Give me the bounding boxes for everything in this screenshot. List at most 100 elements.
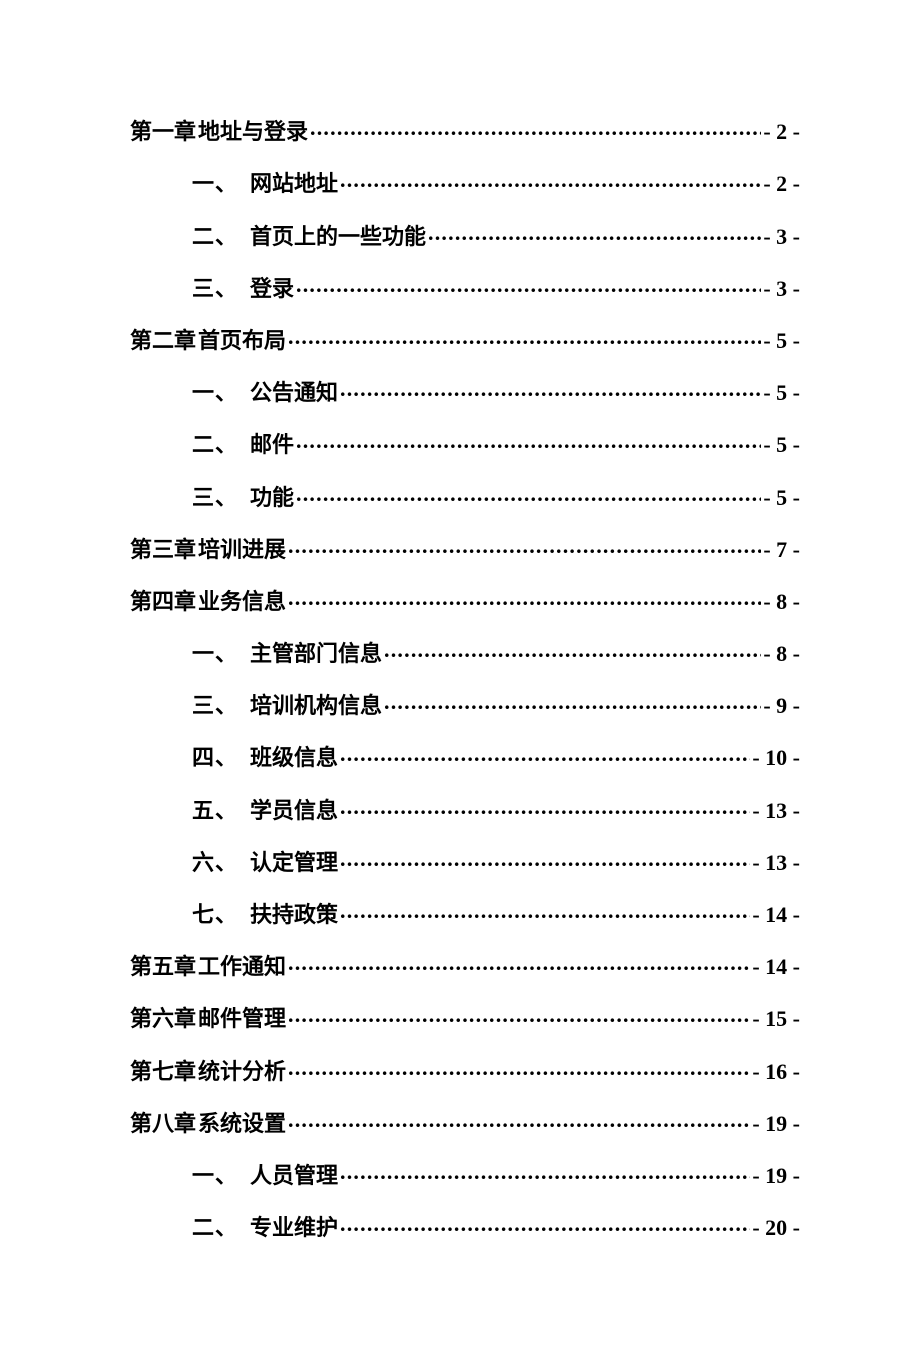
toc-dot-leader bbox=[340, 1211, 750, 1235]
toc-entry-page: - 2 - bbox=[763, 173, 800, 195]
toc-entry-label: 学员信息 bbox=[250, 800, 338, 822]
toc-entry-number: 二、 bbox=[192, 1217, 240, 1239]
toc-entry-page: - 13 - bbox=[752, 800, 800, 822]
toc-dot-leader bbox=[340, 793, 750, 817]
toc-entry-number: 六、 bbox=[192, 852, 240, 874]
toc-entry[interactable]: 五、学员信息 - 13 - bbox=[120, 793, 800, 821]
toc-entry-number: 第五章 bbox=[130, 956, 196, 978]
toc-entry[interactable]: 三、登录 - 3 - bbox=[120, 272, 800, 300]
toc-entry-page: - 20 - bbox=[752, 1217, 800, 1239]
toc-entry[interactable]: 六、认定管理- 13 - bbox=[120, 846, 800, 874]
toc-dot-leader bbox=[288, 1054, 750, 1078]
toc-entry-label: 地址与登录 bbox=[198, 121, 308, 143]
toc-entry[interactable]: 一、公告通知 - 5 - bbox=[120, 376, 800, 404]
toc-entry[interactable]: 二、专业维护 - 20 - bbox=[120, 1211, 800, 1239]
toc-dot-leader bbox=[296, 272, 761, 296]
toc-entry-page: - 19 - bbox=[752, 1113, 800, 1135]
toc-entry-page: - 9 - bbox=[763, 695, 800, 717]
toc-entry-page: - 8 - bbox=[763, 591, 800, 613]
toc-entry-label: 公告通知 bbox=[250, 382, 338, 404]
toc-entry[interactable]: 三、功能- 5 - bbox=[120, 480, 800, 508]
toc-entry-number: 一、 bbox=[192, 173, 240, 195]
toc-dot-leader bbox=[296, 428, 761, 452]
toc-entry-label: 培训机构信息 bbox=[250, 695, 382, 717]
toc-entry-number: 第八章 bbox=[130, 1113, 196, 1135]
table-of-contents: 第一章地址与登录- 2 -一、网站地址- 2 -二、首页上的一些功能- 3 -三… bbox=[120, 115, 800, 1239]
toc-entry-number: 第一章 bbox=[130, 121, 196, 143]
toc-entry-number: 七、 bbox=[192, 904, 240, 926]
toc-entry-label: 工作通知 bbox=[198, 956, 286, 978]
toc-entry-number: 第三章 bbox=[130, 539, 196, 561]
toc-entry[interactable]: 一、人员管理 - 19 - bbox=[120, 1159, 800, 1187]
toc-entry-number: 第二章 bbox=[130, 330, 196, 352]
toc-entry[interactable]: 第三章培训进展 - 7 - bbox=[120, 533, 800, 561]
toc-dot-leader bbox=[288, 324, 761, 348]
toc-entry-page: - 14 - bbox=[752, 904, 800, 926]
toc-dot-leader bbox=[384, 689, 761, 713]
toc-entry[interactable]: 三、培训机构信息 - 9 - bbox=[120, 689, 800, 717]
toc-entry[interactable]: 七、扶持政策 - 14 - bbox=[120, 898, 800, 926]
toc-entry[interactable]: 二、邮件 - 5 - bbox=[120, 428, 800, 456]
toc-entry-page: - 19 - bbox=[752, 1165, 800, 1187]
toc-entry-number: 一、 bbox=[192, 1165, 240, 1187]
toc-entry[interactable]: 二、首页上的一些功能 - 3 - bbox=[120, 219, 800, 247]
toc-entry[interactable]: 第八章系统设置 - 19 - bbox=[120, 1107, 800, 1135]
toc-dot-leader bbox=[288, 1002, 750, 1026]
toc-entry-label: 首页布局 bbox=[198, 330, 286, 352]
toc-entry[interactable]: 第六章邮件管理- 15 - bbox=[120, 1002, 800, 1030]
toc-entry-page: - 5 - bbox=[763, 487, 800, 509]
toc-dot-leader bbox=[340, 898, 750, 922]
toc-entry-label: 人员管理 bbox=[250, 1165, 338, 1187]
toc-entry-label: 首页上的一些功能 bbox=[250, 226, 426, 248]
toc-entry-page: - 5 - bbox=[763, 330, 800, 352]
toc-entry[interactable]: 第五章工作通知 - 14 - bbox=[120, 950, 800, 978]
toc-entry-label: 培训进展 bbox=[198, 539, 286, 561]
toc-entry-number: 三、 bbox=[192, 695, 240, 717]
toc-entry[interactable]: 四、班级信息- 10 - bbox=[120, 741, 800, 769]
toc-entry-page: - 8 - bbox=[763, 643, 800, 665]
toc-entry-label: 主管部门信息 bbox=[250, 643, 382, 665]
toc-entry-page: - 13 - bbox=[752, 852, 800, 874]
toc-entry[interactable]: 第二章首页布局 - 5 - bbox=[120, 324, 800, 352]
toc-entry[interactable]: 第四章业务信息 - 8 - bbox=[120, 585, 800, 613]
toc-entry-number: 一、 bbox=[192, 382, 240, 404]
toc-entry-page: - 5 - bbox=[763, 382, 800, 404]
toc-dot-leader bbox=[288, 1107, 750, 1131]
toc-entry-number: 第四章 bbox=[130, 591, 196, 613]
toc-entry-label: 扶持政策 bbox=[250, 904, 338, 926]
toc-entry-page: - 7 - bbox=[763, 539, 800, 561]
toc-entry-label: 邮件 bbox=[250, 434, 294, 456]
toc-entry[interactable]: 一、主管部门信息 - 8 - bbox=[120, 637, 800, 665]
toc-entry-page: - 14 - bbox=[752, 956, 800, 978]
toc-dot-leader bbox=[340, 167, 761, 191]
toc-entry-page: - 16 - bbox=[752, 1061, 800, 1083]
toc-entry-page: - 10 - bbox=[752, 747, 800, 769]
toc-entry-label: 业务信息 bbox=[198, 591, 286, 613]
toc-entry-page: - 2 - bbox=[763, 121, 800, 143]
toc-entry-number: 三、 bbox=[192, 278, 240, 300]
toc-entry-label: 系统设置 bbox=[198, 1113, 286, 1135]
toc-entry-number: 二、 bbox=[192, 226, 240, 248]
toc-dot-leader bbox=[288, 533, 761, 557]
toc-dot-leader bbox=[384, 637, 761, 661]
toc-entry-label: 专业维护 bbox=[250, 1217, 338, 1239]
toc-entry[interactable]: 第一章地址与登录 - 2 - bbox=[120, 115, 800, 143]
toc-entry-number: 一、 bbox=[192, 643, 240, 665]
toc-dot-leader bbox=[428, 219, 761, 243]
toc-entry-number: 三、 bbox=[192, 487, 240, 509]
toc-entry-page: - 3 - bbox=[763, 226, 800, 248]
toc-entry-number: 四、 bbox=[192, 747, 240, 769]
toc-entry[interactable]: 一、网站地址- 2 - bbox=[120, 167, 800, 195]
toc-dot-leader bbox=[310, 115, 761, 139]
toc-entry-number: 二、 bbox=[192, 434, 240, 456]
toc-entry-page: - 15 - bbox=[752, 1008, 800, 1030]
toc-entry-label: 统计分析 bbox=[198, 1061, 286, 1083]
toc-dot-leader bbox=[340, 741, 750, 765]
toc-dot-leader bbox=[340, 376, 761, 400]
toc-entry[interactable]: 第七章统计分析- 16 - bbox=[120, 1054, 800, 1082]
toc-entry-page: - 5 - bbox=[763, 434, 800, 456]
toc-entry-page: - 3 - bbox=[763, 278, 800, 300]
toc-entry-label: 登录 bbox=[250, 278, 294, 300]
toc-entry-number: 五、 bbox=[192, 800, 240, 822]
toc-dot-leader bbox=[296, 480, 761, 504]
